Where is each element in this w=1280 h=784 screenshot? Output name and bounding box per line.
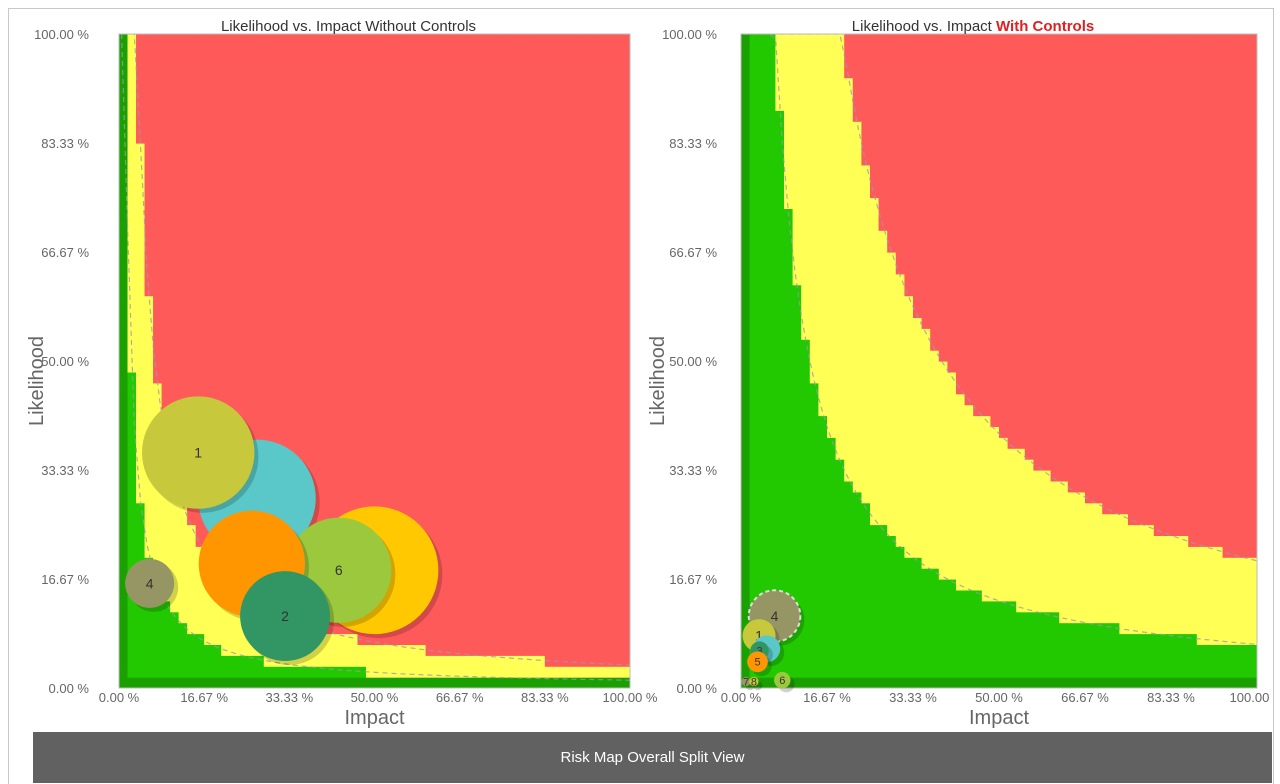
y-tick-label: 66.67 % — [669, 245, 717, 260]
y-tick-label: 0.00 % — [49, 681, 90, 696]
x-tick-label: 83.33 % — [521, 690, 569, 705]
bubble-label: 1 — [194, 444, 202, 460]
chart-title-prefix: Likelihood vs. Impact — [221, 18, 365, 35]
caption-bar: Risk Map Overall Split View — [33, 732, 1272, 783]
x-tick-label: 16.67 % — [803, 690, 851, 705]
bubble-label: 7 — [743, 676, 749, 688]
chart-title: Likelihood vs. Impact With Controls — [852, 18, 1094, 35]
y-tick-label: 16.67 % — [41, 572, 89, 587]
y-tick-label: 83.33 % — [41, 136, 89, 151]
y-tick-label: 0.00 % — [677, 681, 718, 696]
risk-map-split-view: Likelihood vs. Impact Without Controls 0.… — [8, 8, 1274, 784]
x-tick-label: 66.67 % — [436, 690, 484, 705]
bubble-label: 6 — [335, 562, 343, 578]
y-tick-label: 83.33 % — [669, 136, 717, 151]
chart-title-emphasis: Without Controls — [365, 18, 476, 35]
x-tick-label: 0.00 % — [721, 690, 762, 705]
risk-heatmap — [741, 34, 1258, 689]
x-tick-label: 16.67 % — [180, 690, 228, 705]
chart-title: Likelihood vs. Impact Without Controls — [221, 18, 476, 35]
y-tick-label: 66.67 % — [41, 245, 89, 260]
y-axis-label: Likelihood — [647, 336, 669, 426]
bubble-label: 4 — [146, 575, 154, 591]
chart-panel-without-controls: Likelihood vs. Impact Without Controls 0.… — [26, 18, 658, 729]
x-tick-label: 33.33 % — [265, 690, 313, 705]
y-tick-label: 50.00 % — [669, 354, 717, 369]
chart-panel-with-controls: Likelihood vs. Impact With Controls 0.00 … — [647, 18, 1274, 729]
x-tick-label: 66.67 % — [1061, 690, 1109, 705]
x-axis-label: Impact — [969, 707, 1029, 729]
bubble-label: 2 — [281, 608, 289, 624]
x-tick-label: 100.00 % — [603, 690, 658, 705]
x-tick-label: 83.33 % — [1147, 690, 1195, 705]
bubble-label: 5 — [754, 657, 760, 669]
x-tick-label: 100.00 % — [1230, 690, 1274, 705]
x-tick-label: 0.00 % — [99, 690, 140, 705]
x-tick-label: 50.00 % — [975, 690, 1023, 705]
chart-title-prefix: Likelihood vs. Impact — [852, 18, 996, 35]
y-tick-label: 33.33 % — [41, 463, 89, 478]
y-tick-label: 33.33 % — [669, 463, 717, 478]
x-axis-label: Impact — [344, 707, 404, 729]
bubble-label: 4 — [771, 608, 779, 624]
bubble-label: 6 — [779, 675, 785, 687]
y-tick-label: 16.67 % — [669, 572, 717, 587]
y-axis-label: Likelihood — [26, 336, 48, 426]
risk-map-charts: Likelihood vs. Impact Without Controls 0.… — [8, 8, 1274, 784]
bubble-label: 8 — [751, 676, 757, 688]
x-tick-label: 50.00 % — [351, 690, 399, 705]
y-tick-label: 100.00 % — [34, 27, 89, 42]
y-tick-label: 100.00 % — [662, 27, 717, 42]
x-tick-label: 33.33 % — [889, 690, 937, 705]
chart-title-emphasis: With Controls — [996, 18, 1094, 35]
y-tick-label: 50.00 % — [41, 354, 89, 369]
